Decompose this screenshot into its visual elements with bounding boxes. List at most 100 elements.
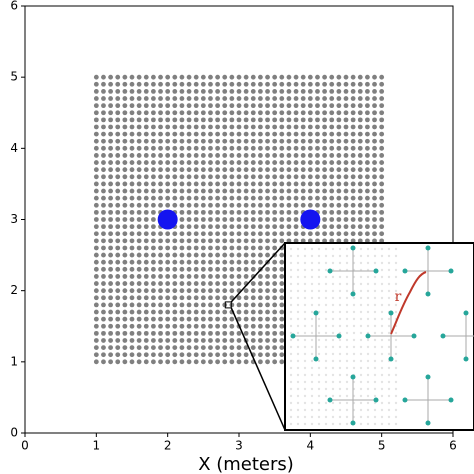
inset-node [350,374,356,380]
inset-faint-point [366,373,370,377]
grid-point [222,181,228,187]
grid-point [222,323,228,329]
grid-point [250,103,256,109]
grid-point [336,195,342,201]
grid-point [193,252,199,258]
grid-point [365,202,370,208]
grid-point [329,74,335,80]
inset-faint-point [373,261,377,265]
grid-point [215,224,221,230]
grid-point [158,74,163,80]
grid-point [158,153,163,158]
inset-faint-point [324,275,328,279]
grid-point [208,96,213,101]
inset-faint-point [296,422,300,426]
grid-point [307,96,313,101]
grid-point [265,252,270,258]
grid-point [343,160,349,165]
grid-point [215,238,221,244]
grid-point [108,74,113,80]
inset-faint-point [345,352,349,356]
grid-point [315,81,320,87]
grid-point [158,89,163,94]
grid-point [193,145,199,151]
grid-point [272,245,278,251]
inset-faint-point [303,303,307,307]
grid-point [193,103,199,109]
inset-faint-point [366,275,370,279]
grid-point [229,145,235,151]
grid-point [101,309,106,315]
grid-point [122,302,128,308]
inset-faint-point [338,373,342,377]
inset-faint-point [387,261,391,265]
inset-curve [390,271,427,335]
grid-point [322,167,327,173]
grid-point [250,231,256,237]
grid-point [200,352,206,358]
inset: r [224,242,474,431]
grid-point [229,252,235,258]
grid-point [229,274,235,279]
grid-point [129,181,135,187]
inset-faint-point [296,261,300,265]
grid-point [350,231,356,237]
grid-point [329,145,335,151]
grid-point [193,238,199,244]
grid-point [236,352,242,358]
grid-point [143,266,149,272]
grid-point [229,266,235,272]
grid-point [343,145,349,151]
x-axis-label: X (meters) [198,454,294,474]
grid-point [258,174,263,180]
grid-point [265,359,270,365]
inset-faint-point [359,394,363,398]
inset-faint-point [317,303,321,307]
grid-point [172,160,178,165]
inset-faint-point [380,366,384,370]
inset-faint-point [289,324,293,328]
grid-point [372,145,377,151]
grid-point [343,153,349,158]
inset-faint-point [394,296,398,300]
inset-faint-point [359,310,363,314]
grid-point [222,160,228,165]
grid-point [129,274,135,279]
inset-faint-point [352,317,356,321]
grid-point [172,238,178,244]
grid-point [243,266,249,272]
grid-point [115,181,121,187]
grid-point [229,124,235,130]
grid-point [101,231,106,237]
grid-point [279,295,285,301]
grid-point [250,259,256,265]
grid-point [179,259,185,265]
grid-point [265,96,270,101]
grid-point [101,96,106,101]
inset-faint-point [310,275,314,279]
grid-point [208,288,213,294]
grid-point [193,245,199,251]
grid-point [300,188,306,194]
inset-faint-point [310,380,314,384]
grid-point [379,153,385,158]
grid-point [158,338,163,343]
grid-point [186,330,192,336]
inset-faint-point [296,345,300,349]
grid-point [93,174,99,180]
grid-point [343,167,349,173]
grid-point [272,103,278,109]
grid-point [315,138,320,144]
grid-point [101,195,106,201]
grid-point [322,224,327,230]
y-tick-label: 2 [10,283,18,297]
grid-point [143,181,149,187]
grid-point [108,259,113,265]
grid-point [200,224,206,230]
inset-faint-point [296,282,300,286]
inset-faint-point [380,247,384,251]
grid-point [158,359,163,365]
grid-point [307,202,313,208]
grid-point [101,74,106,80]
grid-point [186,352,192,358]
